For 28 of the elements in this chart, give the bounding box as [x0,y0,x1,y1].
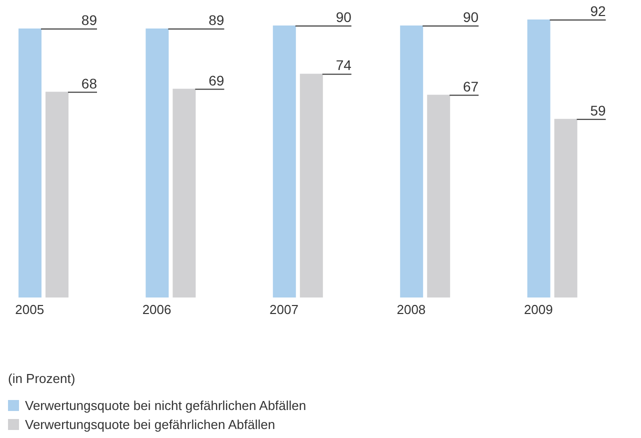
data-label: 90 [336,9,352,26]
bar [46,92,68,298]
bar [554,118,578,298]
x-tick-label: 2008 [396,302,426,318]
bar [146,28,169,298]
bar [18,28,42,298]
data-label: 92 [590,3,606,19]
bar [400,26,424,298]
x-tick-label: 2007 [270,302,298,318]
data-label: 89 [208,12,224,28]
legend-label: Verwertungsquote bei nicht gefährlichen Abfällen [25,397,306,415]
bar [427,94,450,298]
bar [527,20,550,298]
bar [272,26,296,298]
bar [172,88,196,298]
text: (in Prozent) [8,371,76,386]
x-tick-label: 2006 [142,302,172,318]
data-label: 74 [336,57,352,74]
data-label: 90 [463,9,479,26]
x-tick-label: 2005 [15,302,44,318]
bar [300,74,323,298]
data-label: 59 [590,102,606,118]
data-label: 67 [463,78,479,94]
data-label: 89 [81,12,98,28]
x-tick-label: 2009 [524,302,553,318]
data-label: 68 [81,75,98,92]
data-label: 69 [208,72,224,88]
legend-label: Verwertungsquote bei gefährlichen Abfällen [25,416,276,434]
